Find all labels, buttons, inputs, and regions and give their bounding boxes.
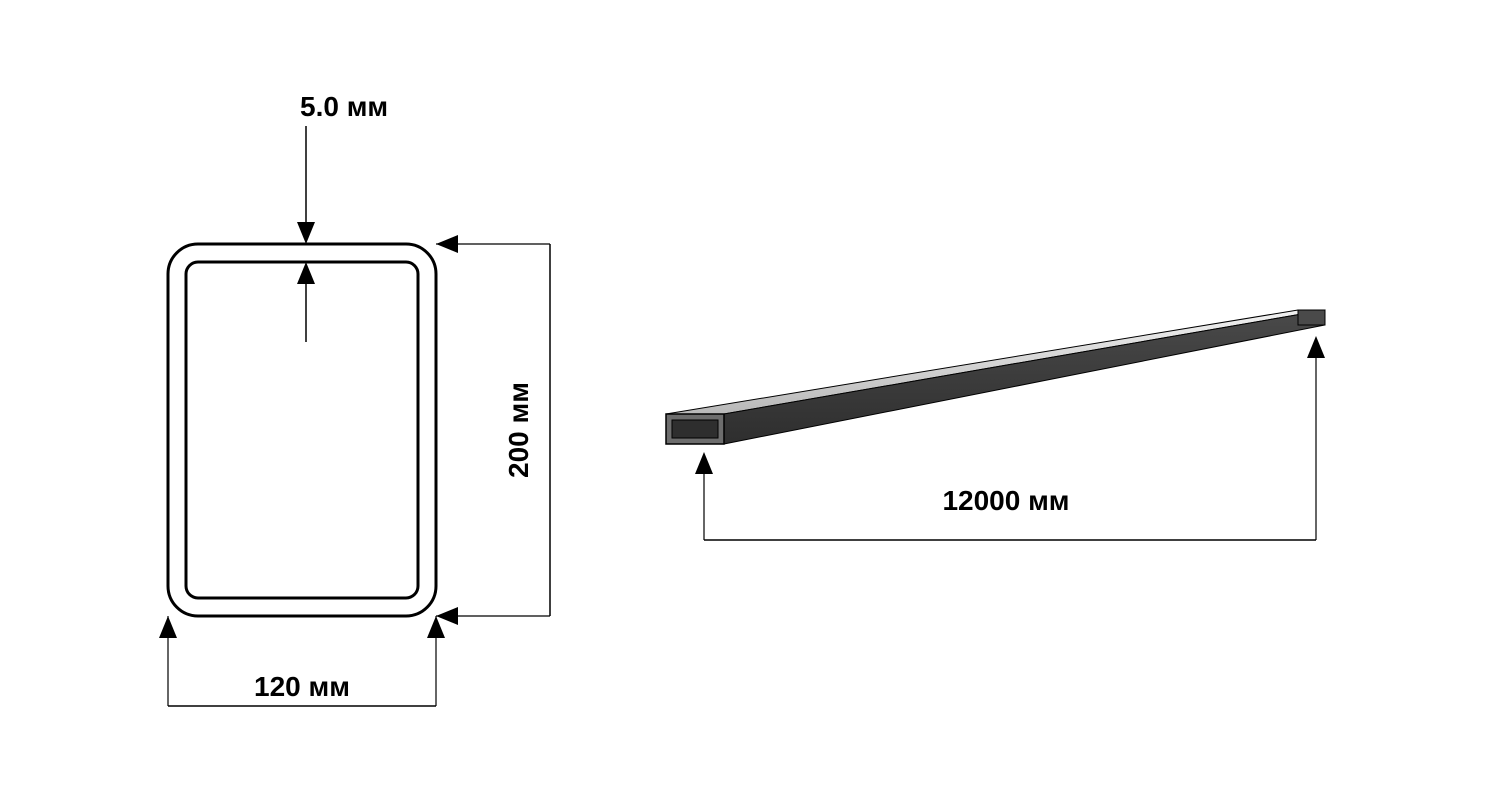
profile-outer [168, 244, 436, 616]
height-label: 200 мм [503, 382, 534, 478]
tube-front-hollow [672, 420, 718, 438]
cross-section: 5.0 мм 200 мм 120 мм [159, 91, 550, 706]
width-label: 120 мм [254, 671, 350, 702]
profile-inner [186, 262, 418, 598]
tube-top-face [666, 310, 1325, 414]
tube-3d: 12000 мм [666, 310, 1325, 540]
thickness-label: 5.0 мм [300, 91, 388, 122]
tube-side-face [724, 310, 1325, 444]
length-label: 12000 мм [942, 485, 1069, 516]
